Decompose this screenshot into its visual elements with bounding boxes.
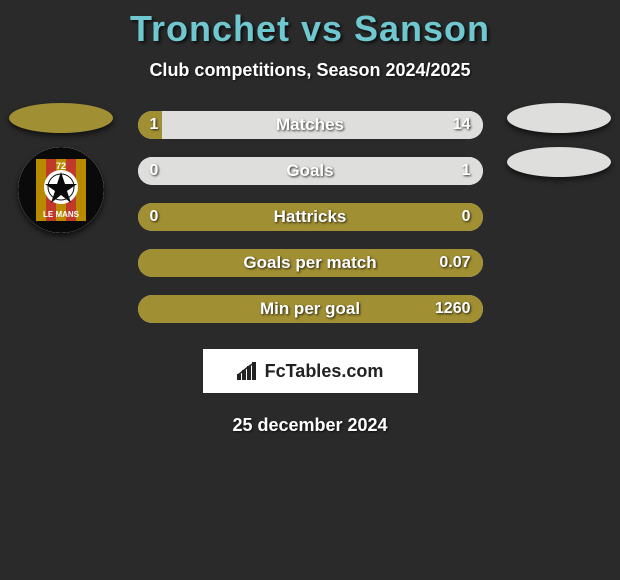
left-team-ellipse [9,103,113,133]
stat-bar-label: Min per goal [138,299,483,319]
brand-label: FcTables.com [265,361,384,382]
subtitle: Club competitions, Season 2024/2025 [0,60,620,81]
stat-bar: Min per goal1260 [138,295,483,323]
stat-bars: Matches114Goals01Hattricks00Goals per ma… [138,111,483,323]
stat-bar-left-value: 0 [150,162,159,180]
stat-bar-label: Goals [138,161,483,181]
right-team-ellipse-2 [507,147,611,177]
page-title: Tronchet vs Sanson [0,0,620,50]
stat-bar-right-value: 14 [453,116,471,134]
svg-text:LE MANS: LE MANS [43,210,80,219]
footer-date: 25 december 2024 [0,415,620,436]
stat-bar: Hattricks0 0 [138,203,483,231]
stat-bar-left-value: 0 [150,208,159,226]
stat-bar-left-value: 1 [150,116,159,134]
stat-bar-right-value: 0.07 [439,254,470,272]
svg-text:72: 72 [56,161,66,171]
stat-bar-label: Hattricks [138,207,483,227]
bar-chart-icon [237,362,259,380]
stat-bar-right-value: 0 [462,208,471,226]
stat-bar-right-value: 1260 [435,300,471,318]
brand-box: FcTables.com [203,349,418,393]
stat-bar-label: Goals per match [138,253,483,273]
lemans-crest-icon: LE MANS 72 [18,147,104,233]
stat-bar-right-value: 1 [462,162,471,180]
stat-bar-label: Matches [138,115,483,135]
stat-bar: Matches1 14 [138,111,483,139]
left-team-column: LE MANS 72 [6,103,116,233]
comparison-body: LE MANS 72 Matches114Goals01Hattricks00G… [0,111,620,323]
right-team-ellipse-1 [507,103,611,133]
stat-bar: Goals per match0.07 [138,249,483,277]
right-team-column [504,103,614,177]
stat-bar: Goals0 1 [138,157,483,185]
left-team-crest: LE MANS 72 [18,147,104,233]
comparison-infographic: Tronchet vs Sanson Club competitions, Se… [0,0,620,580]
